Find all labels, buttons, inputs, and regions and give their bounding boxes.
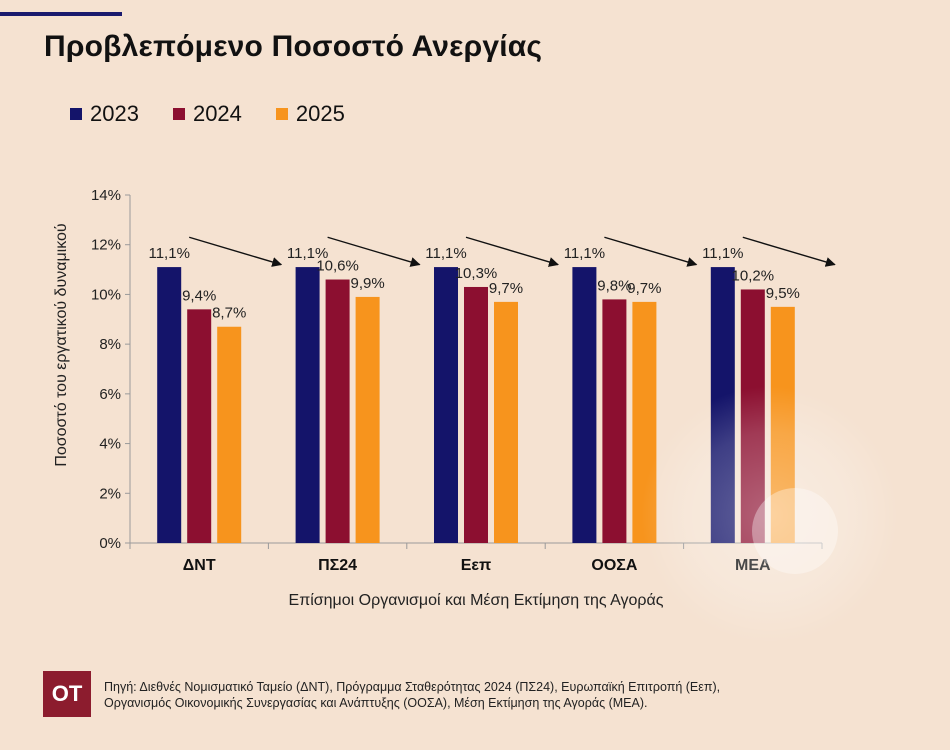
y-tick-label: 8% <box>99 336 121 353</box>
y-axis-label: Ποσοστό του εργατικού δυναμικού <box>53 223 70 467</box>
category-label: Εεπ <box>461 557 492 574</box>
legend-swatch-2024 <box>172 108 185 120</box>
source-line-1: Πηγή: Διεθνές Νομισματικό Ταμείο (ΔΝΤ), … <box>104 680 721 694</box>
bar-2024 <box>464 286 488 543</box>
legend-label-2023: 2023 <box>90 101 139 126</box>
bar-2023 <box>157 267 182 543</box>
legend-swatch-2025 <box>275 108 288 120</box>
chart-title: Προβλεπόμενο Ποσοστό Ανεργίας <box>44 30 543 63</box>
legend-item-2023: 2023 <box>70 101 139 127</box>
category-label: ΜΕΑ <box>735 557 771 574</box>
trend-arrow <box>742 236 836 267</box>
bar-2025 <box>632 301 657 543</box>
bar-2023 <box>434 267 458 543</box>
data-label: 9,4% <box>182 287 216 304</box>
bar-2023 <box>295 267 320 543</box>
x-axis-label: Επίσημοι Οργανισμοί και Μέση Εκτίμηση τη… <box>288 592 664 609</box>
legend-item-2025: 2025 <box>275 101 345 127</box>
bar-2025 <box>494 301 518 543</box>
data-label: 9,5% <box>766 285 800 302</box>
data-label: 9,7% <box>489 280 523 297</box>
ot-logo: ΟΤ <box>43 671 91 717</box>
y-tick-label: 10% <box>91 286 121 303</box>
data-label: 10,3% <box>455 265 498 282</box>
data-label: 11,1% <box>425 245 466 262</box>
bar-2024 <box>325 279 350 543</box>
category-label: ΠΣ24 <box>318 557 357 574</box>
legend-label-2024: 2024 <box>192 101 242 126</box>
legend-label-2025: 2025 <box>295 101 345 126</box>
data-label: 11,1% <box>148 245 189 262</box>
trend-arrow <box>327 236 421 267</box>
data-label: 10,6% <box>316 258 359 275</box>
data-label: 11,1% <box>702 245 743 262</box>
legend-swatch-2023 <box>70 108 82 120</box>
data-label: 9,8% <box>597 277 631 294</box>
bar-2024 <box>740 289 765 543</box>
top-accent-rule <box>0 12 122 16</box>
trend-arrow <box>465 236 559 267</box>
source-note: Πηγή: Διεθνές Νομισματικό Ταμείο (ΔΝΤ), … <box>104 679 804 711</box>
data-label: 9,7% <box>627 280 661 297</box>
category-label: ΟΟΣΑ <box>591 557 637 574</box>
data-label: 8,7% <box>212 305 246 322</box>
data-label: 10,2% <box>732 267 775 284</box>
y-tick-label: 0% <box>99 535 121 552</box>
y-tick-label: 4% <box>99 436 121 453</box>
data-label: 11,1% <box>287 245 328 262</box>
category-label: ΔΝΤ <box>183 557 216 574</box>
bar-2025 <box>217 326 242 543</box>
source-line-2: Οργανισμός Οικονομικής Συνεργασίας και Α… <box>104 696 648 710</box>
data-label: 9,9% <box>350 275 384 292</box>
y-tick-label: 6% <box>99 386 121 403</box>
y-tick-label: 14% <box>91 187 121 204</box>
bar-2023 <box>572 267 597 543</box>
data-label: 11,1% <box>564 245 605 262</box>
y-tick-label: 2% <box>99 485 121 502</box>
trend-arrow <box>189 236 283 267</box>
legend-item-2024: 2024 <box>172 101 242 127</box>
bar-2025 <box>355 296 380 543</box>
bar-2025 <box>770 306 795 543</box>
y-tick-label: 12% <box>91 237 121 254</box>
bar-2023 <box>710 267 735 543</box>
bar-2024 <box>187 309 212 543</box>
bar-2024 <box>602 299 627 543</box>
trend-arrow <box>604 236 698 267</box>
legend: 2023 2024 2025 <box>70 101 345 127</box>
